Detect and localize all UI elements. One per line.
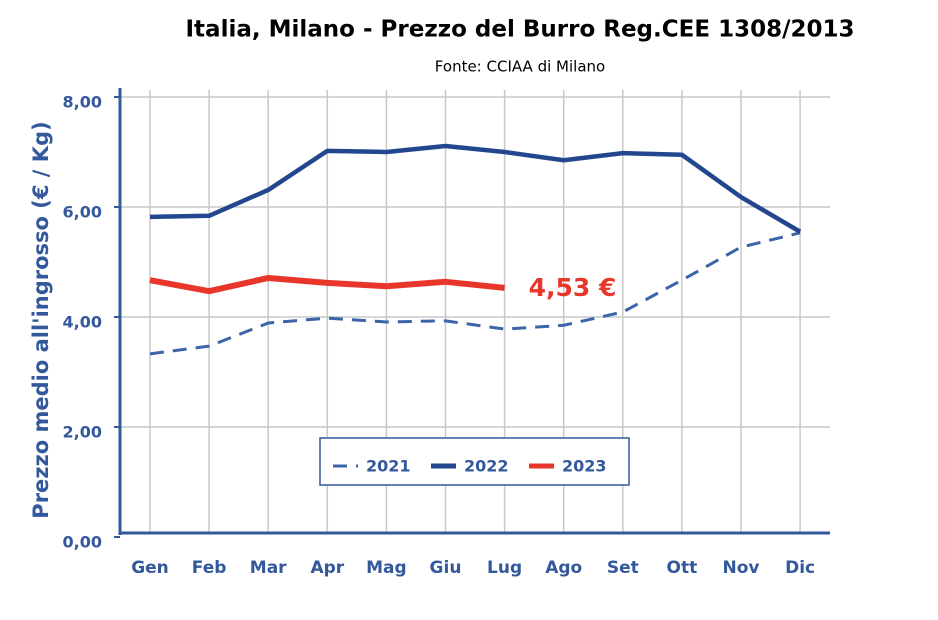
series-line — [149, 143, 802, 234]
x-tick-label: Gen — [131, 558, 169, 578]
x-tick-label: Mar — [250, 558, 287, 578]
x-tick-label: Ott — [667, 558, 698, 578]
y-tick-label: 2,00 — [63, 423, 102, 442]
series-line — [149, 274, 505, 295]
y-axis-label: Prezzo medio all'ingrosso (€ / Kg) — [29, 121, 53, 518]
x-tick-label: Apr — [310, 558, 344, 578]
x-tick-label: Set — [607, 558, 639, 578]
y-tick-label: 4,00 — [63, 313, 102, 332]
series-line — [149, 231, 801, 356]
x-tick-label: Lug — [487, 558, 522, 578]
x-tick-label: Feb — [192, 558, 227, 578]
x-tick-label: Ago — [545, 558, 582, 578]
x-tick-label: Dic — [785, 558, 815, 578]
legend-box — [319, 437, 630, 486]
data-label: 4,53 € — [529, 273, 617, 302]
grid: 0,00 2,00 4,00 6,00 8,00 Gen Feb Mar Apr Mag Giu Lu… — [63, 88, 830, 578]
y-tick-label: 6,00 — [63, 203, 102, 222]
x-tick-label: Mag — [366, 558, 407, 578]
plot: 4,53 € — [149, 143, 802, 356]
legend-label: 2023 — [562, 457, 607, 476]
chart-subtitle: Fonte: CCIAA di Milano — [435, 58, 605, 76]
x-tick-label: Giu — [430, 558, 462, 578]
chart-title: Italia, Milano - Prezzo del Burro Reg.CE… — [186, 17, 855, 43]
legend-label: 2021 — [366, 457, 411, 476]
legend: 2021 2022 2023 — [333, 457, 607, 476]
y-tick-label: 8,00 — [63, 93, 102, 112]
legend-label: 2022 — [464, 457, 509, 476]
x-tick-label: Nov — [723, 558, 760, 578]
y-tick-label: 0,00 — [63, 533, 102, 552]
